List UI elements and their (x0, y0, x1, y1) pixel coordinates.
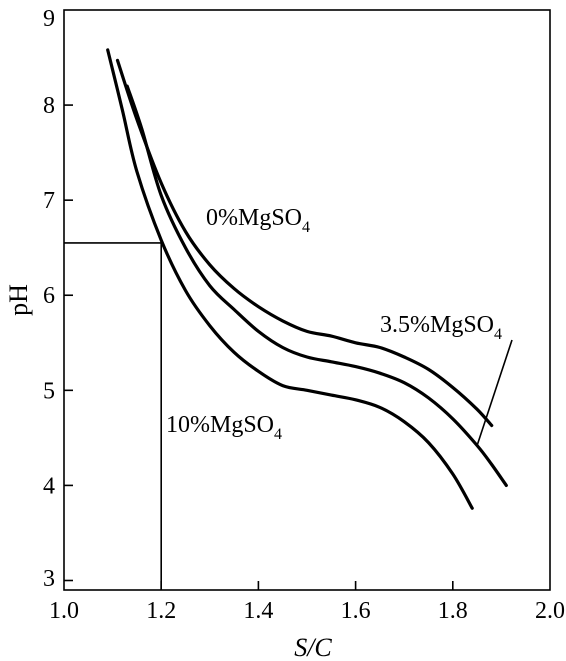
x-axis-title: S/C (294, 633, 332, 661)
y-tick-label: 5 (43, 378, 55, 404)
series-label-10-pct: 10%MgSO4 (166, 412, 282, 443)
plot-frame (63, 9, 551, 591)
y-tick-label: 7 (43, 188, 55, 214)
y-tick-label: 9 (43, 6, 55, 32)
reference-guides (64, 242, 162, 590)
series-line-3-5-pct (125, 84, 508, 487)
series-label-3-5-pct: 3.5%MgSO4 (380, 312, 502, 343)
y-tick-label: 3 (43, 566, 55, 592)
series-label-0-pct: 0%MgSO4 (206, 205, 310, 236)
y-tick-label: 8 (43, 93, 55, 119)
x-tick-label: 1.0 (49, 598, 79, 624)
series-line-0-pct (115, 58, 494, 428)
x-tick-label: 2.0 (535, 598, 565, 624)
series-line-10-pct (106, 48, 474, 510)
y-tick-label: 6 (43, 283, 55, 309)
y-tick-label: 4 (43, 473, 55, 499)
x-tick-label: 1.2 (146, 598, 176, 624)
y-axis-title: pH (4, 284, 33, 316)
series-label-leader-3-5 (476, 339, 513, 446)
series-curves (106, 48, 508, 510)
x-tick-label: 1.8 (438, 598, 468, 624)
x-axis-ticks: 1.0 1.2 1.4 1.6 1.8 2.0 (49, 581, 565, 624)
x-tick-label: 1.6 (341, 598, 371, 624)
y-axis-ticks: 3 4 5 6 7 8 9 (43, 6, 73, 592)
x-tick-label: 1.4 (243, 598, 273, 624)
